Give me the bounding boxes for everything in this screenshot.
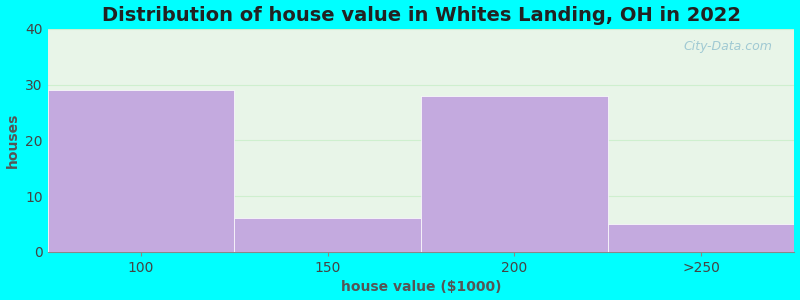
- Bar: [234, 218, 421, 252]
- Bar: [421, 96, 608, 252]
- Bar: [608, 224, 794, 252]
- Y-axis label: houses: houses: [6, 113, 19, 168]
- X-axis label: house value ($1000): house value ($1000): [341, 280, 502, 294]
- Bar: [47, 90, 234, 252]
- Text: City-Data.com: City-Data.com: [683, 40, 772, 53]
- Title: Distribution of house value in Whites Landing, OH in 2022: Distribution of house value in Whites La…: [102, 6, 741, 25]
